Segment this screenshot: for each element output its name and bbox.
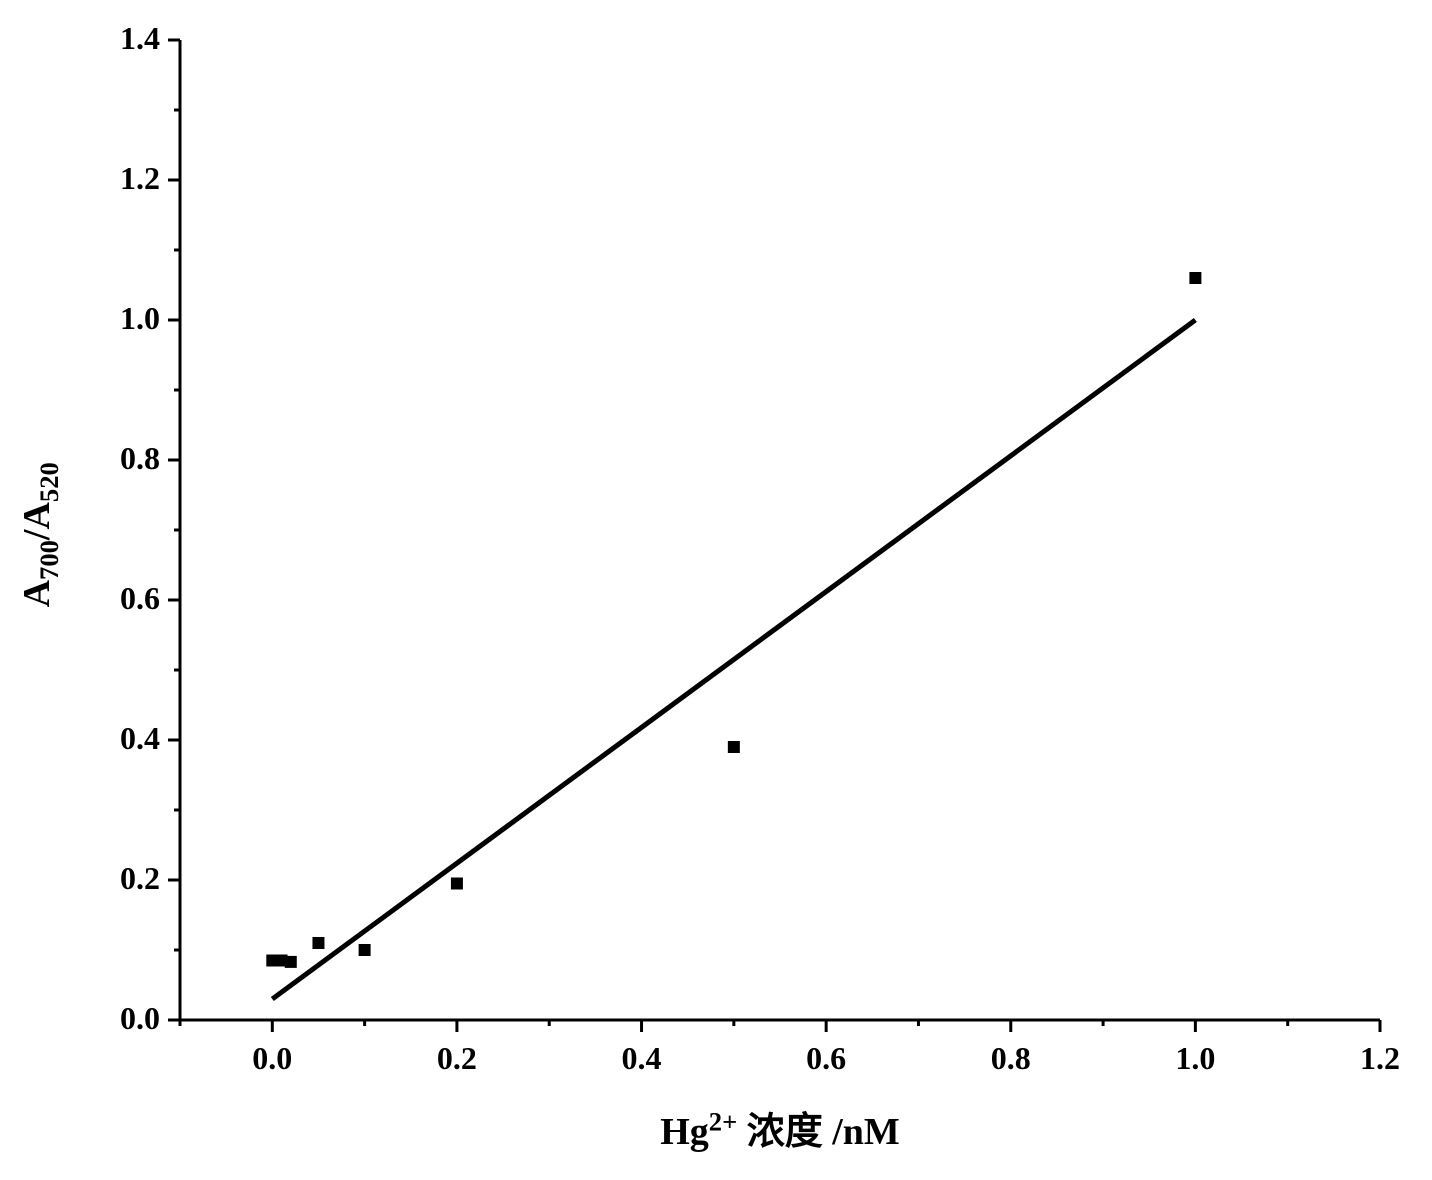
x-tick-label: 0.2	[427, 1040, 487, 1077]
x-tick-label: 0.6	[796, 1040, 856, 1077]
y-tick-label: 1.0	[95, 300, 160, 337]
x-tick-label: 1.0	[1165, 1040, 1225, 1077]
y-tick-label: 0.2	[95, 860, 160, 897]
y-tick-label: 0.4	[95, 720, 160, 757]
y-tick-label: 1.2	[95, 160, 160, 197]
x-axis-label-text: Hg2+ 浓度 /nM	[660, 1111, 900, 1153]
x-tick-label: 1.2	[1350, 1040, 1410, 1077]
x-tick-label: 0.0	[242, 1040, 302, 1077]
y-tick-label: 0.6	[95, 580, 160, 617]
y-tick-label: 0.8	[95, 440, 160, 477]
y-tick-label: 1.4	[95, 20, 160, 57]
x-tick-label: 0.8	[981, 1040, 1041, 1077]
x-tick-label: 0.4	[612, 1040, 672, 1077]
x-axis-label: Hg2+ 浓度 /nM	[180, 1100, 1380, 1155]
y-axis-label: A700/A520	[15, 435, 65, 635]
y-axis-label-text: A700/A520	[16, 462, 58, 607]
y-tick-label: 0.0	[95, 1000, 160, 1037]
chart-svg	[0, 0, 1432, 1180]
chart-container: A700/A520 Hg2+ 浓度 /nM 0.0 0.2 0.4 0.6 0.8 1.0…	[0, 0, 1432, 1180]
